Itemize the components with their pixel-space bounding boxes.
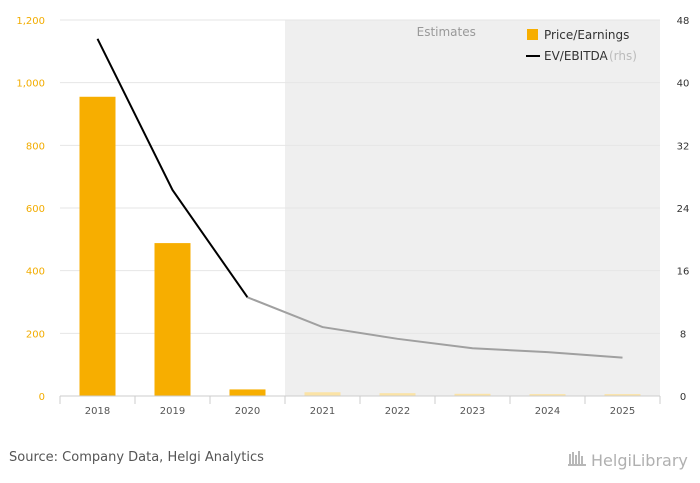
bar-price-earnings [229,389,266,396]
legend-label-ev-ebitda: EV/EBITDA [544,49,609,63]
y-left-tick-label: 400 [26,267,45,278]
bar-price-earnings [379,393,416,396]
library-icon [568,450,588,470]
logo-text: HelgiLibrary [591,450,688,470]
legend-swatch-price-earnings [527,29,538,40]
y-right-tick-label: 16 [677,267,690,278]
y-left-tick-label: 800 [26,141,45,152]
y-right-tick-label: 40 [677,79,690,90]
helgi-library-logo[interactable]: HelgiLibrary [568,450,688,470]
y-left-tick-label: 1,000 [16,79,45,90]
y-left-tick-label: 600 [26,204,45,215]
line-ev-ebitda-actual [96,38,249,298]
x-tick-label: 2019 [160,406,185,417]
bar-price-earnings [529,394,566,396]
y-right-tick-label: 0 [680,392,686,403]
y-right-tick-label: 48 [677,16,690,27]
x-tick-label: 2023 [460,406,485,417]
bar-price-earnings [604,394,641,396]
x-tick-label: 2022 [385,406,410,417]
bar-price-earnings [454,393,491,396]
x-tick-label: 2020 [235,406,260,417]
x-tick-label: 2025 [610,406,635,417]
legend-label-price-earnings: Price/Earnings [544,28,629,42]
y-right-tick-label: 8 [680,329,686,340]
x-tick-label: 2021 [310,406,335,417]
estimates-label: Estimates [417,25,476,39]
line-ev-ebitda-estimate [247,296,623,359]
y-right-tick-label: 24 [677,204,690,215]
bar-price-earnings [154,243,191,396]
y-right-tick-label: 32 [677,141,690,152]
x-tick-label: 2018 [85,406,110,417]
bar-price-earnings [304,392,341,396]
y-left-tick-label: 200 [26,329,45,340]
source-note: Source: Company Data, Helgi Analytics [9,450,264,465]
legend-label-rhs: (rhs) [609,49,637,63]
y-left-tick-label: 1,200 [16,16,45,27]
y-left-tick-label: 0 [39,392,45,403]
bar-price-earnings [79,96,116,397]
x-tick-label: 2024 [535,406,560,417]
